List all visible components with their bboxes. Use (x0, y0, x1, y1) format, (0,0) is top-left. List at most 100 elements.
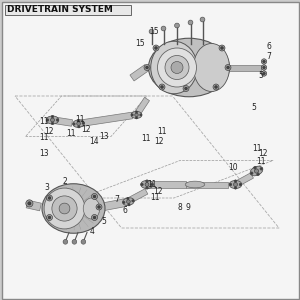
Circle shape (261, 168, 262, 170)
Circle shape (26, 200, 33, 207)
Circle shape (261, 59, 267, 64)
Circle shape (215, 86, 217, 88)
Text: 11: 11 (76, 116, 85, 124)
Ellipse shape (46, 116, 59, 124)
Text: 5: 5 (251, 103, 256, 112)
Circle shape (96, 204, 102, 210)
Circle shape (28, 202, 31, 205)
Ellipse shape (131, 111, 142, 118)
Circle shape (141, 184, 143, 185)
Circle shape (263, 60, 265, 63)
Text: 12: 12 (44, 128, 53, 136)
Circle shape (140, 114, 142, 116)
Circle shape (159, 84, 165, 90)
Circle shape (183, 85, 189, 91)
Text: 11: 11 (148, 180, 157, 189)
Text: 6: 6 (123, 206, 128, 215)
Circle shape (257, 174, 259, 175)
Circle shape (235, 180, 236, 182)
Circle shape (73, 123, 75, 125)
Circle shape (136, 111, 137, 112)
Circle shape (227, 66, 230, 69)
Polygon shape (228, 64, 261, 70)
Circle shape (127, 198, 128, 199)
Circle shape (135, 111, 138, 113)
Circle shape (52, 116, 53, 117)
Circle shape (135, 117, 138, 119)
FancyBboxPatch shape (4, 4, 130, 15)
Circle shape (263, 72, 265, 75)
Text: 11: 11 (253, 144, 262, 153)
Text: 6: 6 (266, 42, 271, 51)
Circle shape (151, 184, 153, 185)
Circle shape (78, 126, 80, 128)
Text: 12: 12 (154, 136, 164, 146)
Circle shape (48, 197, 51, 199)
Circle shape (52, 123, 53, 124)
Circle shape (145, 182, 149, 187)
Circle shape (123, 201, 125, 204)
Circle shape (254, 169, 259, 173)
Polygon shape (134, 97, 149, 117)
Text: 12: 12 (154, 187, 163, 196)
Text: 15: 15 (136, 39, 145, 48)
Polygon shape (101, 199, 127, 211)
Circle shape (175, 23, 179, 28)
Circle shape (56, 119, 59, 121)
Circle shape (92, 194, 98, 200)
Circle shape (140, 114, 141, 116)
Circle shape (233, 182, 238, 187)
Text: 5: 5 (259, 70, 263, 80)
Circle shape (82, 122, 84, 124)
Circle shape (135, 113, 138, 117)
Circle shape (72, 239, 77, 244)
Text: 11: 11 (142, 134, 151, 143)
Circle shape (161, 86, 163, 88)
Circle shape (221, 46, 223, 49)
Circle shape (146, 187, 148, 188)
Text: 9: 9 (185, 203, 190, 212)
Polygon shape (78, 112, 133, 127)
Polygon shape (234, 173, 254, 187)
Ellipse shape (42, 184, 105, 233)
Circle shape (51, 115, 54, 118)
Text: 11: 11 (256, 157, 266, 166)
Circle shape (239, 183, 242, 186)
Circle shape (254, 167, 256, 168)
Ellipse shape (229, 180, 242, 188)
Circle shape (46, 195, 52, 201)
Polygon shape (147, 181, 186, 188)
Text: DRIVETRAIN SYSTEM: DRIVETRAIN SYSTEM (7, 5, 112, 14)
Text: 11: 11 (67, 129, 76, 138)
Circle shape (158, 48, 196, 87)
Circle shape (78, 126, 80, 128)
Polygon shape (52, 117, 73, 126)
Circle shape (63, 239, 68, 244)
Circle shape (235, 187, 236, 188)
Text: 2: 2 (62, 177, 67, 186)
Circle shape (155, 46, 157, 49)
Circle shape (128, 204, 130, 206)
Circle shape (77, 122, 80, 125)
Circle shape (50, 118, 55, 122)
Circle shape (46, 119, 49, 121)
Circle shape (257, 173, 260, 176)
Circle shape (151, 183, 153, 186)
Circle shape (82, 123, 84, 124)
Circle shape (260, 167, 262, 170)
Circle shape (52, 196, 77, 221)
Circle shape (47, 119, 48, 121)
Ellipse shape (185, 181, 205, 188)
Circle shape (153, 45, 159, 51)
Circle shape (132, 200, 134, 201)
Text: 13: 13 (100, 132, 109, 141)
Circle shape (261, 65, 267, 70)
Circle shape (225, 64, 231, 70)
Circle shape (93, 195, 96, 198)
Circle shape (165, 56, 189, 80)
Text: 11: 11 (151, 193, 160, 202)
Circle shape (132, 200, 134, 202)
FancyBboxPatch shape (2, 2, 298, 298)
Text: 12: 12 (258, 148, 267, 158)
Polygon shape (186, 182, 228, 188)
